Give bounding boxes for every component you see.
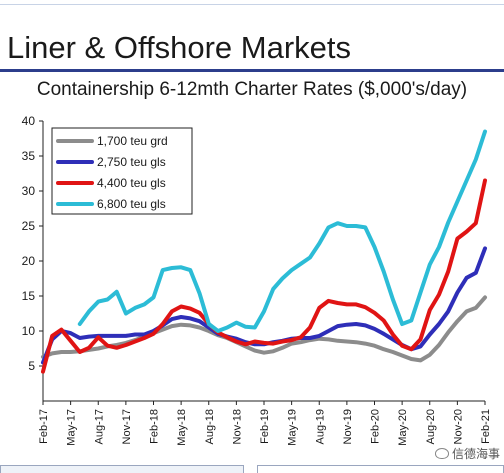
- y-tick-label: 20: [22, 254, 36, 268]
- legend-label: 6,800 teu gls: [97, 197, 166, 211]
- y-tick-label: 25: [22, 219, 36, 233]
- legend-label: 4,400 teu gls: [97, 176, 166, 190]
- x-tick-label: Nov-17: [121, 409, 133, 444]
- y-tick-label: 40: [22, 114, 36, 128]
- x-tick-label: Nov-19: [342, 409, 354, 444]
- series-line-1: [41, 295, 487, 363]
- series-line-3: [41, 178, 487, 374]
- bottom-panel-right: [257, 465, 504, 473]
- y-tick-label: 35: [22, 149, 36, 163]
- legend-label: 2,750 teu gls: [97, 155, 166, 169]
- x-tick-label: May-20: [397, 409, 409, 446]
- chart-title: Containership 6-12mth Charter Rates ($,0…: [36, 79, 468, 100]
- x-tick-label: Nov-20: [452, 409, 464, 444]
- x-tick-label: Aug-17: [93, 409, 105, 444]
- series-line-4: [77, 129, 487, 333]
- section-title: Liner & Offshore Markets: [7, 30, 352, 65]
- legend-label: 1,700 teu grd: [97, 134, 168, 148]
- x-tick-label: Feb-19: [259, 409, 271, 444]
- x-tick-label: Aug-18: [204, 409, 216, 444]
- watermark: 信德海事: [432, 444, 504, 463]
- header-rule: [0, 69, 504, 72]
- x-tick-label: Feb-17: [38, 409, 50, 444]
- y-tick-label: 5: [28, 359, 35, 373]
- x-tick-label: Nov-18: [231, 409, 243, 444]
- y-tick-label: 30: [22, 184, 36, 198]
- x-tick-label: Aug-20: [425, 409, 437, 444]
- x-tick-label: May-17: [66, 409, 78, 446]
- y-tick-label: 10: [22, 324, 36, 338]
- x-tick-label: May-19: [287, 409, 299, 446]
- top-rule: [0, 4, 504, 5]
- x-tick-label: Aug-19: [314, 409, 326, 444]
- y-tick-label: 15: [22, 289, 36, 303]
- x-tick-label: Feb-18: [149, 409, 161, 444]
- wechat-icon: [435, 448, 449, 459]
- watermark-text: 信德海事: [452, 447, 501, 461]
- bottom-panel-left: [0, 465, 244, 473]
- x-tick-label: May-18: [176, 409, 188, 446]
- x-tick-label: Feb-20: [370, 409, 382, 444]
- x-tick-label: Feb-21: [480, 409, 492, 444]
